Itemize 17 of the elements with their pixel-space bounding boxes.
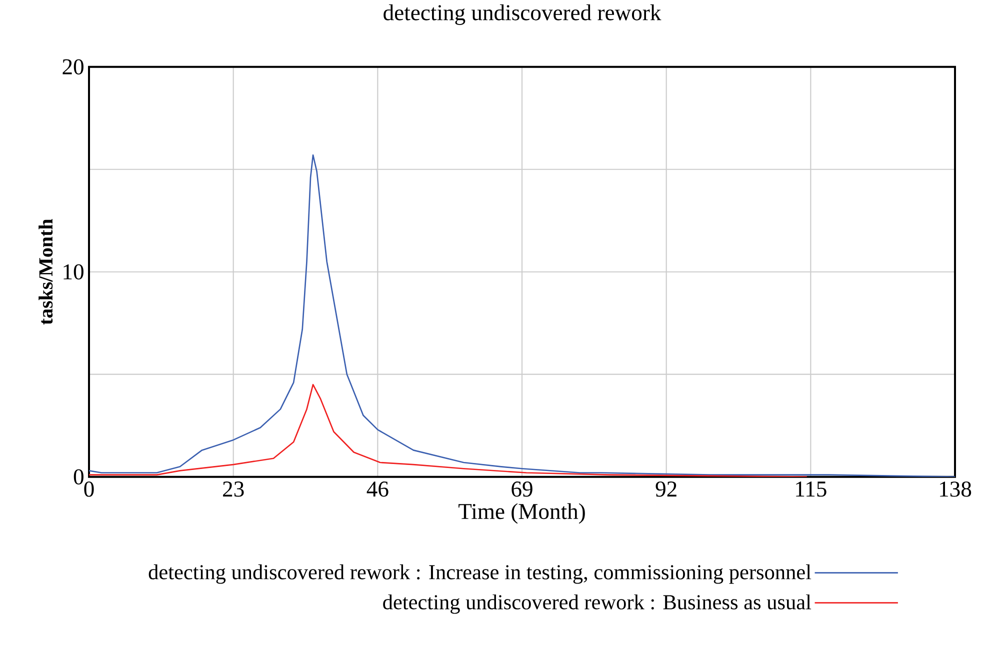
line-series	[89, 384, 808, 477]
x-tick-label: 92	[656, 482, 676, 497]
x-tick-label: 115	[796, 482, 826, 497]
x-tick-label: 46	[366, 482, 388, 497]
x-tick-label: 138	[940, 482, 972, 497]
x-tick-label: 69	[512, 482, 532, 497]
y-tick-label: 0	[74, 469, 84, 485]
legend-label: detecting undiscovered rework : Business as usual	[383, 594, 812, 614]
x-tick-label: 23	[223, 482, 244, 497]
legend-label: detecting undiscovered rework : Increase in testing, commissioning personnel	[148, 564, 812, 584]
chart-title: detecting undiscovered rework	[384, 4, 662, 26]
y-tick-label: 20	[62, 59, 84, 75]
y-axis-title: tasks/Month	[38, 219, 53, 325]
x-axis-title: Time (Month)	[458, 503, 585, 524]
y-tick-label: 10	[64, 264, 84, 280]
line-series	[89, 154, 956, 477]
x-tick-label: 0	[84, 482, 94, 497]
